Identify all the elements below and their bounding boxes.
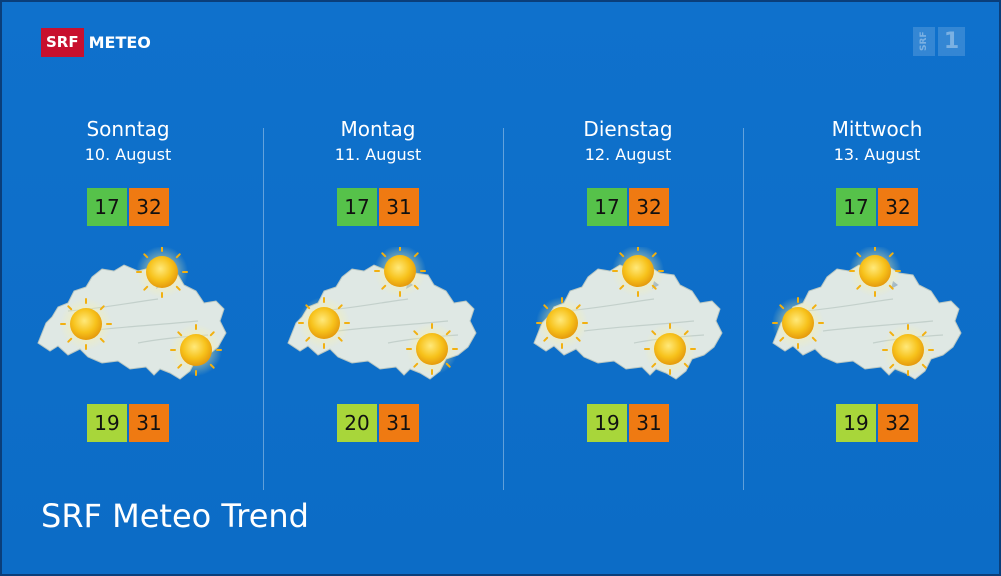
min-temp-top: 17 xyxy=(337,188,377,226)
srf1-channel-logo: SRF 1 xyxy=(913,27,965,56)
srf-meteo-logo: SRF METEO xyxy=(41,28,151,57)
max-temp-top: 32 xyxy=(129,188,169,226)
srf-logo-box: SRF xyxy=(41,28,84,57)
max-temp-bottom: 31 xyxy=(629,404,669,442)
sun-icon xyxy=(297,296,351,350)
min-temp-top: 17 xyxy=(587,188,627,226)
switzerland-map xyxy=(287,247,477,380)
day-column: Mittwoch 13. August 17 32 19 32 xyxy=(757,110,997,470)
temps-bottom: 20 31 xyxy=(258,404,498,442)
sun-icon xyxy=(848,247,902,298)
sun-icon xyxy=(771,296,825,350)
day-date: 11. August xyxy=(334,145,422,164)
day-name: Mittwoch xyxy=(831,117,923,141)
sun-icon xyxy=(535,296,589,350)
switzerland-map xyxy=(533,247,723,380)
min-temp-top: 17 xyxy=(836,188,876,226)
sun-icon xyxy=(59,297,113,351)
max-temp-bottom: 32 xyxy=(878,404,918,442)
column-divider xyxy=(503,128,504,490)
min-temp-bottom: 19 xyxy=(836,404,876,442)
day-date: 10. August xyxy=(84,145,172,164)
max-temp-top: 32 xyxy=(629,188,669,226)
meteo-logo-text: METEO xyxy=(88,33,151,52)
column-divider xyxy=(263,128,264,490)
column-divider xyxy=(743,128,744,490)
day-column: Montag 11. August 17 31 20 31 xyxy=(258,110,498,470)
min-temp-bottom: 20 xyxy=(337,404,377,442)
switzerland-map xyxy=(771,247,962,380)
day-date: 13. August xyxy=(833,145,921,164)
temps-top: 17 32 xyxy=(8,188,248,226)
sun-icon xyxy=(169,323,223,377)
sun-icon xyxy=(611,247,665,298)
temps-bottom: 19 32 xyxy=(757,404,997,442)
sun-icon xyxy=(405,322,459,376)
day-column: Sonntag 10. August 17 32 19 31 xyxy=(8,110,248,470)
temps-top: 17 32 xyxy=(508,188,748,226)
min-temp-bottom: 19 xyxy=(587,404,627,442)
footer-title: SRF Meteo Trend xyxy=(41,497,309,535)
switzerland-map xyxy=(37,247,227,380)
min-temp-top: 17 xyxy=(87,188,127,226)
max-temp-top: 31 xyxy=(379,188,419,226)
day-name: Dienstag xyxy=(583,117,673,141)
max-temp-top: 32 xyxy=(878,188,918,226)
sun-icon xyxy=(643,322,697,376)
max-temp-bottom: 31 xyxy=(379,404,419,442)
channel-srf-label: SRF xyxy=(913,27,935,56)
max-temp-bottom: 31 xyxy=(129,404,169,442)
temps-bottom: 19 31 xyxy=(8,404,248,442)
day-name: Montag xyxy=(340,117,416,141)
sun-icon xyxy=(135,247,189,299)
sun-icon xyxy=(373,247,427,298)
day-column: Dienstag 12. August 17 32 19 31 xyxy=(508,110,748,470)
channel-number: 1 xyxy=(938,27,965,56)
day-date: 12. August xyxy=(584,145,672,164)
sun-icon xyxy=(881,323,935,377)
temps-top: 17 32 xyxy=(757,188,997,226)
temps-bottom: 19 31 xyxy=(508,404,748,442)
day-name: Sonntag xyxy=(86,117,170,141)
min-temp-bottom: 19 xyxy=(87,404,127,442)
temps-top: 17 31 xyxy=(258,188,498,226)
